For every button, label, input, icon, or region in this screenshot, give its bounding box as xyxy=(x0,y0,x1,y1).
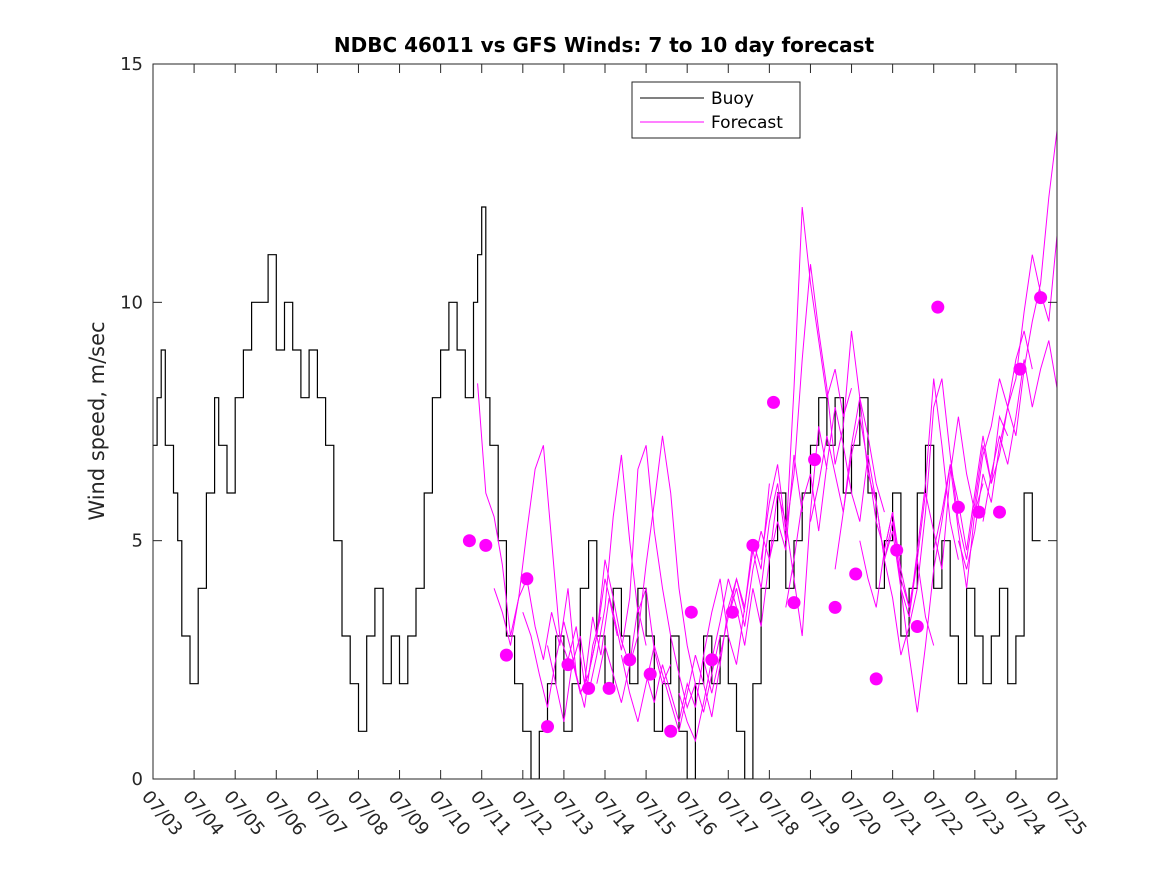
forecast-trace-line xyxy=(645,483,770,722)
forecast-trace-line xyxy=(703,426,828,694)
forecast-marker-point xyxy=(890,543,904,557)
chart-title: NDBC 46011 vs GFS Winds: 7 to 10 day for… xyxy=(334,33,875,57)
forecast-marker-point xyxy=(808,453,822,467)
y-tick-label: 15 xyxy=(120,54,143,75)
forecast-marker-point xyxy=(664,724,678,738)
forecast-trace-line xyxy=(883,378,1009,656)
forecast-marker-point xyxy=(869,672,883,686)
forecast-marker-point xyxy=(746,538,760,552)
forecast-series-layer xyxy=(477,130,1057,743)
forecast-marker-point xyxy=(643,667,657,681)
forecast-marker-point xyxy=(931,300,945,314)
y-axis-label: Wind speed, m/sec xyxy=(85,321,109,520)
forecast-marker-point xyxy=(849,567,863,581)
forecast-marker-point xyxy=(1034,291,1048,305)
forecast-marker-point xyxy=(993,505,1006,519)
forecast-trace-line xyxy=(727,206,852,618)
forecast-marker-point xyxy=(828,600,842,614)
forecast-trace-line xyxy=(596,435,721,713)
forecast-trace-line xyxy=(957,130,1057,570)
forecast-marker-point xyxy=(561,658,575,672)
forecast-trace-line xyxy=(571,445,696,710)
legend-box xyxy=(631,81,801,139)
legend-buoy-label: Buoy xyxy=(711,89,754,109)
forecast-marker-point xyxy=(951,500,965,514)
legend-forecast-label: Forecast xyxy=(711,113,783,133)
forecast-marker-point xyxy=(972,505,986,519)
forecast-trace-line xyxy=(933,235,1057,551)
forecast-marker-point xyxy=(910,620,924,633)
forecast-trace-line xyxy=(785,407,910,608)
forecast-markers-layer xyxy=(462,291,1048,738)
y-tick-label: 10 xyxy=(120,292,143,313)
forecast-marker-point xyxy=(582,681,596,695)
forecast-marker-point xyxy=(541,720,554,734)
forecast-trace-line xyxy=(678,454,803,743)
forecast-trace-line xyxy=(859,464,984,713)
y-tick-label: 5 xyxy=(132,531,143,552)
forecast-marker-point xyxy=(623,653,637,667)
forecast-trace-line xyxy=(760,264,885,560)
forecast-trace-line xyxy=(477,383,602,708)
forecast-marker-point xyxy=(602,681,616,695)
forecast-trace-line xyxy=(834,378,959,618)
forecast-marker-point xyxy=(499,648,513,662)
forecast-marker-point xyxy=(787,596,801,610)
forecast-trace-line xyxy=(982,340,1057,522)
forecast-marker-point xyxy=(462,534,476,548)
forecast-marker-point xyxy=(479,538,493,552)
forecast-trace-line xyxy=(908,330,1033,617)
legend: Buoy Forecast xyxy=(631,81,801,139)
forecast-marker-point xyxy=(705,653,719,667)
forecast-trace-line xyxy=(547,454,672,722)
forecast-marker-point xyxy=(684,605,698,619)
forecast-marker-point xyxy=(1013,362,1027,376)
y-tick-label: 0 xyxy=(132,769,143,790)
forecast-marker-point xyxy=(520,572,534,586)
forecast-marker-point xyxy=(767,395,780,409)
forecast-marker-point xyxy=(725,605,739,619)
